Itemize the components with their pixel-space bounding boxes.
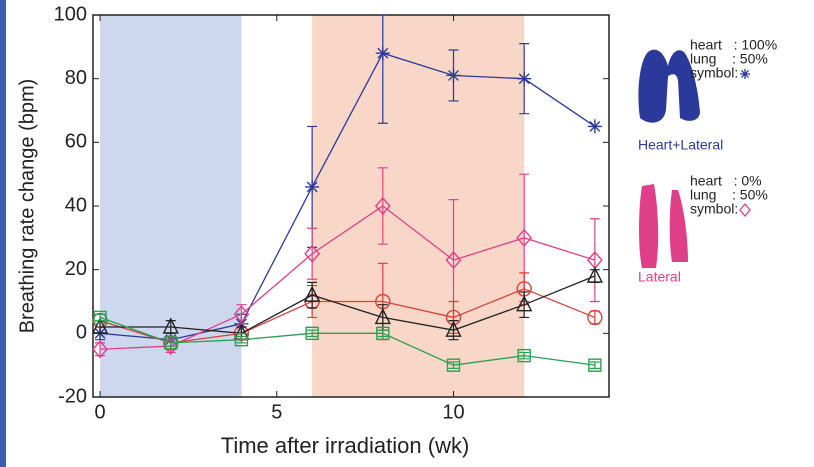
error-bar bbox=[307, 329, 318, 338]
y-tick-label: 40 bbox=[65, 194, 87, 216]
marker bbox=[374, 196, 391, 216]
marker bbox=[304, 244, 321, 263]
marker bbox=[516, 295, 533, 312]
error-bar bbox=[589, 310, 600, 325]
legend-symbol bbox=[740, 69, 750, 79]
organ-icon bbox=[639, 184, 688, 268]
marker bbox=[92, 340, 108, 359]
y-axis-label: Breathing rate change (bpm) bbox=[16, 79, 38, 334]
x-tick-label: 0 bbox=[95, 401, 106, 423]
legend-text: symbol: bbox=[690, 65, 738, 81]
marker bbox=[305, 179, 320, 194]
error-bar bbox=[377, 14, 388, 124]
marker bbox=[446, 358, 461, 372]
error-bar bbox=[377, 329, 388, 338]
series-line bbox=[99, 316, 595, 366]
error-bar bbox=[307, 227, 318, 280]
legend: heart : 100%lung : 50%symbol:Heart+Later… bbox=[638, 37, 777, 285]
marker bbox=[305, 326, 319, 341]
legend-label: Lateral bbox=[638, 269, 681, 285]
marker bbox=[587, 119, 602, 134]
series-line bbox=[99, 288, 596, 344]
series-line bbox=[100, 275, 596, 334]
error-bar bbox=[95, 313, 106, 322]
legend-text: heart : 0% bbox=[690, 173, 762, 189]
y-tick-label: 0 bbox=[76, 322, 87, 344]
marker bbox=[93, 310, 107, 325]
marker bbox=[234, 333, 249, 347]
legend-text: lung : 50% bbox=[690, 187, 768, 203]
marker bbox=[164, 336, 178, 350]
error-bar bbox=[519, 351, 530, 360]
error-bar bbox=[377, 167, 388, 245]
marker bbox=[517, 71, 532, 86]
x-axis-label: Time after irradiation (wk) bbox=[221, 433, 470, 458]
y-tick-label: 100 bbox=[54, 3, 87, 25]
marker bbox=[375, 46, 390, 61]
error-bar bbox=[236, 335, 247, 344]
window-edge bbox=[0, 0, 6, 467]
y-tick-label: -20 bbox=[58, 385, 87, 407]
marker bbox=[162, 317, 179, 334]
legend-symbol bbox=[739, 202, 751, 218]
marker bbox=[374, 307, 391, 325]
error-bar bbox=[448, 361, 459, 369]
legend-text: heart : 100% bbox=[690, 37, 777, 53]
error-bar bbox=[95, 342, 106, 357]
error-bar bbox=[165, 339, 176, 347]
y-tick-label: 60 bbox=[65, 131, 87, 153]
y-tick-label: 20 bbox=[65, 258, 87, 280]
organ-icon bbox=[638, 49, 700, 123]
error-bar bbox=[589, 218, 600, 303]
marker bbox=[587, 309, 603, 326]
shaded-region bbox=[312, 15, 525, 397]
marker bbox=[376, 326, 390, 341]
legend-text: lung : 50% bbox=[690, 51, 768, 67]
marker bbox=[303, 285, 321, 302]
marker bbox=[91, 317, 109, 334]
marker bbox=[445, 251, 462, 270]
x-tick-label: 10 bbox=[442, 401, 464, 423]
marker bbox=[517, 348, 531, 363]
marker bbox=[516, 228, 533, 247]
marker bbox=[588, 358, 602, 372]
marker bbox=[162, 337, 179, 356]
legend-label: Heart+Lateral bbox=[638, 137, 723, 153]
error-bar bbox=[589, 361, 600, 369]
marker bbox=[586, 266, 603, 283]
marker bbox=[446, 68, 461, 83]
x-tick-label: 5 bbox=[271, 401, 282, 423]
y-tick-label: 80 bbox=[65, 67, 87, 89]
plot: -20 0 20 40 60 80 100 0 5 10 bbox=[54, 3, 610, 423]
legend-text: symbol: bbox=[690, 201, 738, 217]
marker bbox=[233, 305, 250, 324]
marker bbox=[445, 320, 462, 337]
series-line bbox=[100, 52, 596, 341]
